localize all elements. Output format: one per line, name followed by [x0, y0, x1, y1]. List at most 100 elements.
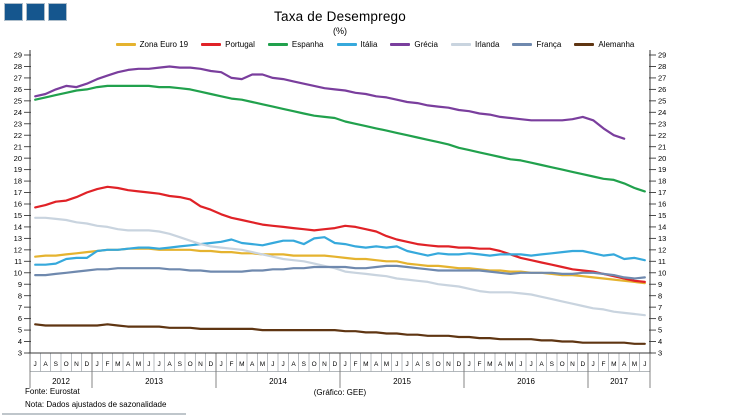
legend-swatch-zona-euro-19: [115, 43, 136, 46]
y-tick-label-left: 24: [14, 108, 22, 117]
y-tick-label-right: 11: [658, 257, 666, 266]
y-tick-label-right: 14: [658, 223, 666, 232]
legend-swatch-irlanda: [450, 43, 471, 46]
month-label: J: [344, 361, 347, 368]
chart-title: Taxa de Desemprego: [274, 9, 406, 24]
y-tick-label-left: 15: [14, 211, 22, 220]
year-label: 2013: [145, 377, 163, 386]
y-tick-label-right: 23: [658, 119, 666, 128]
month-label: M: [508, 361, 513, 368]
y-tick-label-left: 7: [18, 303, 22, 312]
y-tick-label-left: 8: [18, 291, 22, 300]
y-tick-label-left: 14: [14, 223, 22, 232]
y-tick-label-left: 17: [14, 188, 22, 197]
y-tick-label-left: 10: [14, 268, 22, 277]
y-tick-label-right: 15: [658, 211, 666, 220]
legend-item-alemanha: Alemanha: [574, 40, 634, 49]
y-tick-label-right: 29: [658, 51, 666, 60]
year-label: 2014: [269, 377, 287, 386]
y-tick-label-left: 22: [14, 131, 22, 140]
y-tick-label-left: 4: [18, 337, 22, 346]
cropped-bottom-line: [2, 413, 186, 415]
month-label: M: [115, 361, 120, 368]
month-label: J: [592, 361, 595, 368]
y-tick-label-left: 21: [14, 142, 22, 151]
y-tick-label-right: 28: [658, 62, 666, 71]
month-label: J: [34, 361, 37, 368]
y-tick-label-left: 5: [18, 326, 22, 335]
source-text: Fonte: Eurostat: [25, 387, 80, 396]
series-line-frança: [34, 264, 646, 280]
month-label: O: [64, 361, 69, 368]
y-tick-label-right: 18: [658, 177, 666, 186]
month-label: M: [363, 361, 368, 368]
month-label: J: [643, 361, 646, 368]
note-text: Nota: Dados ajustados de sazonalidade: [25, 400, 167, 409]
legend-item-grecia: Grécia: [390, 40, 438, 49]
y-tick-label-right: 13: [658, 234, 666, 243]
y-tick-label-left: 11: [14, 257, 22, 266]
month-label: J: [147, 361, 150, 368]
month-label: S: [178, 361, 183, 368]
y-tick-label-right: 21: [658, 142, 666, 151]
y-tick-label-right: 26: [658, 85, 666, 94]
month-label: A: [291, 361, 296, 368]
month-label: F: [106, 361, 110, 368]
month-label: S: [426, 361, 431, 368]
y-tick-label-left: 26: [14, 85, 22, 94]
y-tick-label-left: 23: [14, 119, 22, 128]
y-tick-label-left: 19: [14, 165, 22, 174]
series-line-irlanda: [34, 216, 646, 317]
y-tick-label-right: 12: [658, 245, 666, 254]
month-label: J: [519, 361, 522, 368]
series-line-grécia: [34, 65, 626, 140]
legend-item-portugal: Portugal: [201, 40, 255, 49]
logo-square: [4, 3, 23, 21]
legend-label: Portugal: [225, 40, 255, 49]
month-label: N: [446, 361, 451, 368]
three-squares-logo: [4, 3, 67, 21]
month-label: A: [43, 361, 48, 368]
month-label: M: [136, 361, 141, 368]
legend-label: Grécia: [414, 40, 438, 49]
month-label: O: [436, 361, 441, 368]
series-line-portugal: [34, 185, 646, 283]
month-label: D: [208, 361, 213, 368]
legend-item-espanha: Espanha: [267, 40, 324, 49]
chart-legend: Zona Euro 19 Portugal Espanha Itália Gré…: [40, 40, 710, 49]
y-tick-label-left: 29: [14, 51, 22, 60]
series-line-itália: [34, 236, 646, 266]
y-tick-label-left: 27: [14, 74, 22, 83]
legend-label: Espanha: [291, 40, 324, 49]
month-label: F: [230, 361, 234, 368]
month-label: N: [74, 361, 79, 368]
chart-subtitle: (%): [333, 26, 347, 36]
y-tick-label-right: 6: [658, 314, 662, 323]
legend-item-franca: França: [512, 40, 561, 49]
month-label: S: [550, 361, 555, 368]
legend-swatch-alemanha: [574, 43, 595, 46]
y-tick-label-right: 27: [658, 74, 666, 83]
legend-label: França: [536, 40, 562, 49]
y-tick-label-left: 9: [18, 280, 22, 289]
month-label: A: [374, 361, 379, 368]
month-label: D: [332, 361, 337, 368]
y-tick-label-right: 5: [658, 326, 662, 335]
month-label: O: [188, 361, 193, 368]
month-label: N: [570, 361, 575, 368]
y-tick-label-right: 24: [658, 108, 666, 117]
month-label: J: [282, 361, 285, 368]
y-tick-label-right: 3: [658, 349, 662, 358]
legend-item-zona-euro-19: Zona Euro 19: [115, 40, 189, 49]
month-label: F: [478, 361, 482, 368]
legend-label: Itália: [360, 40, 378, 49]
y-tick-label-left: 16: [14, 200, 22, 209]
y-tick-label-right: 9: [658, 280, 662, 289]
month-label: N: [198, 361, 203, 368]
legend-label: Zona Euro 19: [139, 40, 189, 49]
month-label: J: [96, 361, 99, 368]
logo-square: [26, 3, 45, 21]
month-label: D: [580, 361, 585, 368]
legend-swatch-franca: [512, 43, 533, 46]
